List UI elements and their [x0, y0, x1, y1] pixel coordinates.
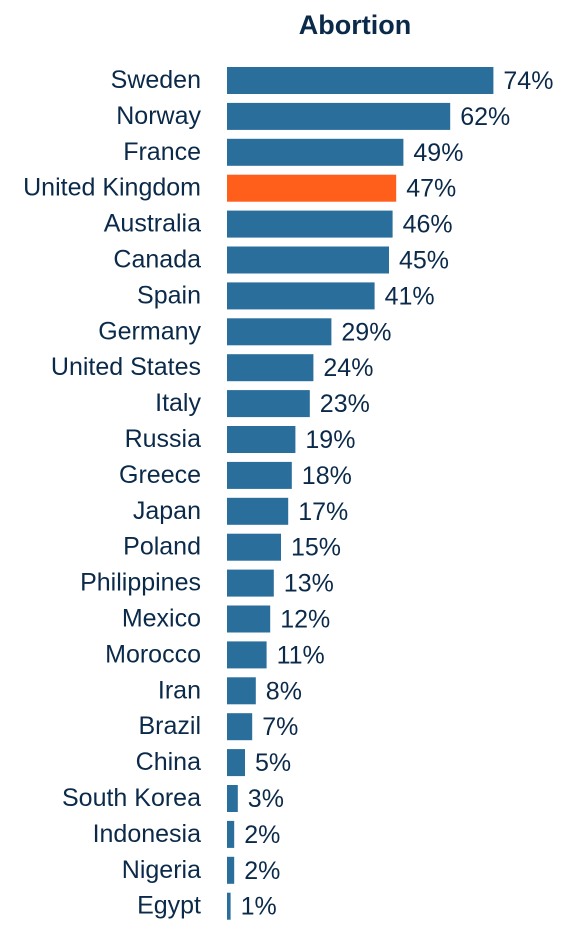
bar-norway	[227, 102, 451, 130]
value-label: 5%	[255, 749, 291, 777]
category-label: Egypt	[137, 892, 201, 920]
category-label: United Kingdom	[23, 174, 201, 202]
bar-mexico	[227, 605, 271, 633]
category-label: Poland	[123, 533, 201, 561]
category-label: Greece	[119, 461, 201, 489]
category-label: Germany	[98, 317, 201, 345]
category-label: Philippines	[80, 569, 201, 597]
value-label: 2%	[244, 857, 280, 885]
category-label: Brazil	[138, 712, 201, 740]
category-label: Italy	[155, 389, 201, 417]
value-label: 19%	[305, 426, 355, 454]
bar-italy	[227, 390, 310, 418]
value-label: 24%	[323, 354, 373, 382]
value-label: 11%	[277, 641, 325, 669]
value-label: 49%	[413, 139, 463, 167]
value-label: 8%	[266, 677, 302, 705]
bar-australia	[227, 210, 393, 238]
bar-philippines	[227, 569, 274, 597]
category-label: Japan	[133, 497, 201, 525]
category-label: Russia	[125, 425, 202, 453]
bar-morocco	[227, 641, 267, 669]
bar-united-states	[227, 354, 314, 382]
bar-sweden	[227, 67, 494, 94]
category-label: Indonesia	[93, 820, 202, 848]
bar-spain	[227, 282, 375, 310]
bar-china	[227, 749, 245, 777]
category-label: China	[136, 748, 201, 776]
value-label: 3%	[248, 785, 284, 813]
value-label: 2%	[244, 821, 280, 849]
category-label: South Korea	[62, 784, 201, 812]
value-label: 47%	[406, 175, 456, 203]
value-label: 62%	[460, 103, 510, 131]
bar-greece	[227, 461, 292, 489]
bar-russia	[227, 426, 296, 453]
value-label: 7%	[262, 713, 298, 741]
bar-canada	[227, 246, 389, 274]
category-label: Morocco	[105, 640, 201, 668]
value-label: 41%	[385, 282, 435, 310]
bar-iran	[227, 677, 256, 705]
bar-germany	[227, 318, 332, 346]
bar-indonesia	[227, 820, 235, 848]
bar-south-korea	[227, 785, 238, 812]
chart-title: Abortion	[299, 10, 411, 40]
category-label: United States	[51, 353, 201, 381]
category-label: Norway	[116, 102, 201, 130]
value-label: 45%	[399, 247, 449, 275]
value-label: 23%	[320, 390, 370, 418]
value-label: 18%	[302, 462, 352, 490]
category-label: Nigeria	[122, 856, 201, 884]
value-label: 1%	[241, 893, 277, 921]
value-label: 17%	[298, 498, 348, 526]
category-label: Iran	[158, 676, 201, 704]
category-label: Sweden	[111, 66, 201, 94]
bar-france	[227, 138, 404, 166]
bar-united-kingdom	[227, 174, 397, 202]
value-label: 13%	[284, 570, 334, 598]
bars-layer: Sweden 74% Norway 62% France 49% United Kingdo…	[23, 66, 553, 921]
bar-japan	[227, 497, 289, 525]
bar-poland	[227, 533, 281, 561]
value-label: 29%	[341, 318, 391, 346]
value-label: 12%	[280, 606, 330, 634]
bar-nigeria	[227, 856, 235, 884]
bar-egypt	[227, 892, 231, 920]
value-label: 46%	[403, 211, 453, 239]
category-label: Canada	[113, 246, 201, 274]
category-label: Mexico	[122, 605, 201, 633]
category-label: France	[123, 138, 201, 166]
value-label: 15%	[291, 534, 341, 562]
category-label: Spain	[137, 281, 201, 309]
value-label: 74%	[503, 67, 553, 95]
bar-brazil	[227, 713, 253, 741]
category-label: Australia	[104, 210, 201, 238]
